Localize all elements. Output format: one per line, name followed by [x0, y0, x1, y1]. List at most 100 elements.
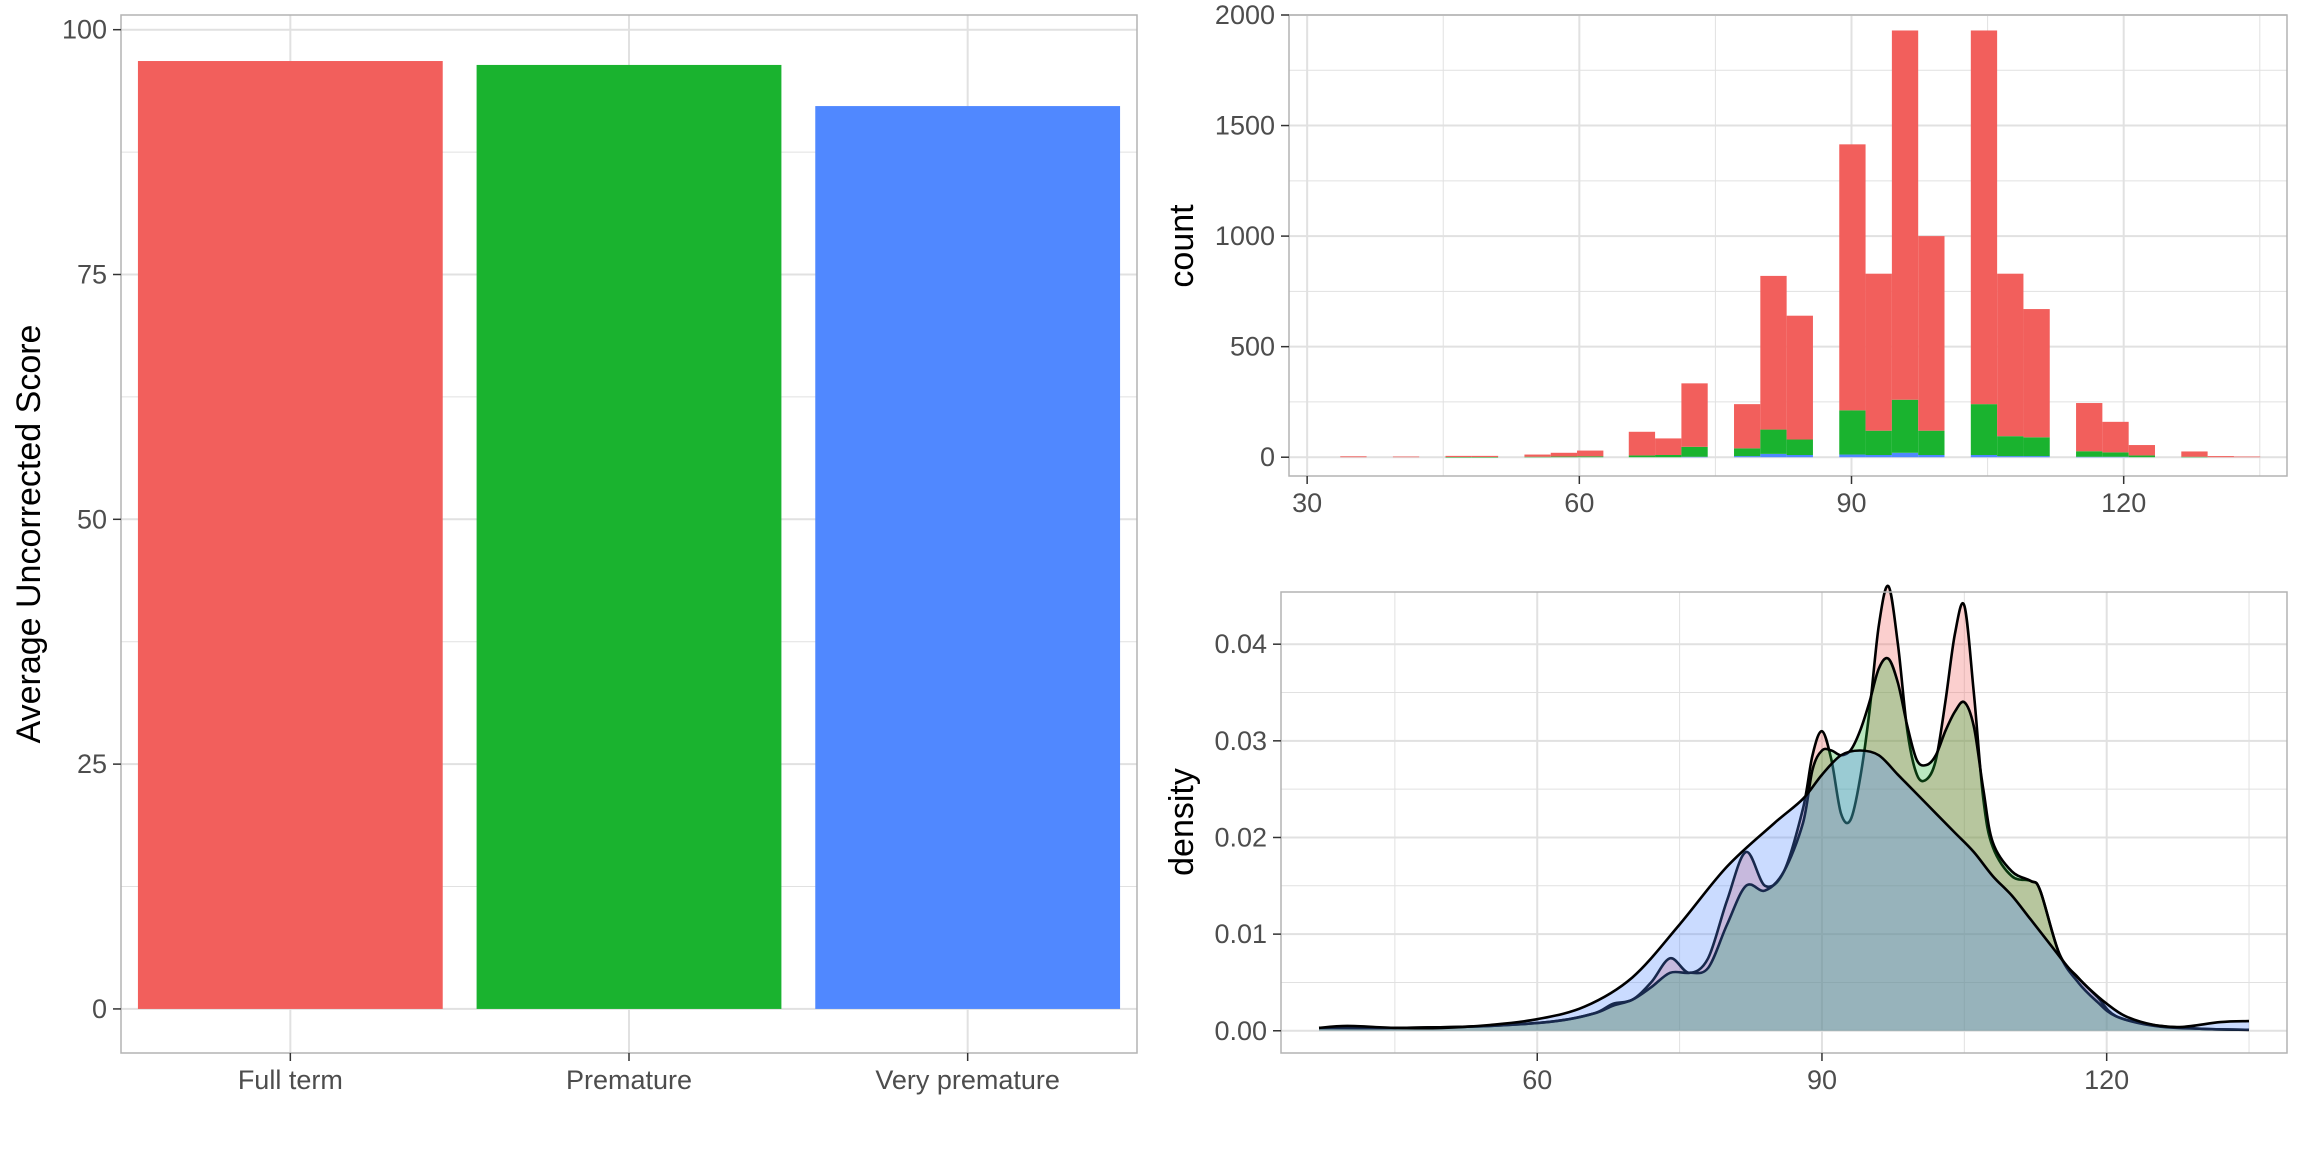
- histogram-bar-premature: [2181, 456, 2208, 458]
- density-area-full-term: [1319, 585, 2249, 1031]
- histogram-bar-premature: [1471, 456, 1499, 458]
- histogram-bar-premature: [1655, 454, 1682, 458]
- histogram-bar-full-term: [1445, 455, 1472, 457]
- histogram-bar-full-term: [1577, 450, 1604, 457]
- histogram-panel-border: [1288, 14, 2288, 477]
- histogram-bar-full-term: [2128, 445, 2155, 456]
- histogram-bar-full-term: [1891, 30, 1919, 400]
- histogram-bar-full-term: [1524, 454, 1551, 457]
- histogram-tick-labels: 30 60 90 120 0 500 1000 1500 2000: [1215, 0, 2146, 518]
- histogram-bars: [1340, 30, 2261, 458]
- histogram-y-axis-title: count: [1163, 204, 1201, 288]
- histogram-bar-full-term: [1970, 30, 1998, 405]
- histogram-bar-full-term: [1760, 275, 1787, 430]
- histogram-bar-very-premature: [1918, 454, 1945, 458]
- histogram-bar-very-premature: [1681, 456, 1708, 458]
- histogram-bar-full-term: [1681, 383, 1708, 447]
- bar-very-premature: [815, 106, 1121, 1009]
- density-panel-border: [1280, 591, 2288, 1054]
- histogram-bar-premature: [1839, 410, 1866, 455]
- histogram-bar-full-term: [1786, 315, 1813, 440]
- histogram-bar-premature: [1681, 446, 1708, 457]
- histogram-bar-full-term: [1471, 455, 1499, 457]
- histogram-bar-premature: [1918, 430, 1945, 455]
- histogram-bar-very-premature: [1786, 454, 1813, 458]
- histogram-x-tick-label: 60: [1564, 488, 1594, 518]
- histogram-bar-very-premature: [2023, 456, 2050, 458]
- bar-panel-y-tick-label: 0: [92, 994, 107, 1024]
- histogram-bar-full-term: [1628, 431, 1656, 456]
- histogram-bar-very-premature: [1865, 454, 1892, 458]
- bar-panel-y-tick-label: 25: [77, 749, 107, 779]
- histogram-x-tick-label: 120: [2101, 488, 2146, 518]
- histogram-bar-premature: [1891, 399, 1919, 453]
- histogram-bar-premature: [1734, 448, 1761, 457]
- bar-full-term: [137, 61, 443, 1009]
- density-y-tick-label: 0.02: [1214, 822, 1267, 852]
- density-curves: [1318, 584, 2250, 1032]
- bar-panel-y-tick-label: 50: [77, 504, 107, 534]
- density-line-premature: [1318, 656, 2250, 1032]
- bar-panel-x-tick-label: Premature: [566, 1065, 692, 1095]
- histogram-y-tick-label: 1000: [1215, 221, 1275, 251]
- bar-panel-tick-labels: 0 25 50 75 100 Full term Premature Very prematu…: [62, 15, 1060, 1095]
- histogram-bar-full-term: [2181, 451, 2208, 457]
- histogram-bar-premature: [2076, 451, 2103, 457]
- histogram-bar-very-premature: [1734, 456, 1761, 458]
- histogram-bar-full-term: [1839, 144, 1866, 411]
- histogram-bar-full-term: [1734, 404, 1761, 449]
- histogram-bar-premature: [2102, 452, 2129, 457]
- histogram-bar-premature: [1524, 456, 1551, 458]
- histogram-bar-full-term: [1997, 273, 2024, 437]
- density-y-tick-label: 0.04: [1214, 629, 1267, 659]
- histogram-bar-premature: [1865, 430, 1892, 455]
- histogram-bar-premature: [1628, 455, 1656, 458]
- histogram-x-tick-label: 90: [1836, 488, 1866, 518]
- histogram-bar-full-term: [1865, 273, 1892, 431]
- histogram-bar-premature: [2023, 437, 2050, 457]
- density-grid: [1281, 592, 2287, 1053]
- bar-panel-y-tick-label: 75: [77, 260, 107, 290]
- bar-premature: [476, 64, 782, 1009]
- histogram-bar-very-premature: [2102, 456, 2129, 458]
- histogram-bar-premature: [1970, 404, 1998, 455]
- histogram-bar-full-term: [1392, 456, 1420, 458]
- density-tick-labels: 60 90 120 0.00 0.01 0.02 0.03 0.04: [1214, 629, 2129, 1095]
- histogram-bar-full-term: [1918, 236, 1945, 431]
- histogram-bar-premature: [2128, 455, 2155, 458]
- histogram-y-tick-label: 1500: [1215, 111, 1275, 141]
- bar-panel-x-tick-label: Full term: [238, 1065, 343, 1095]
- density-area-very-premature: [1319, 750, 2249, 1031]
- bar-panel-y-axis-title: Average Uncorrected Score: [10, 325, 48, 744]
- bar-panel-x-tick-label: Very premature: [875, 1065, 1060, 1095]
- histogram-bar-full-term: [1340, 456, 1367, 458]
- histogram-bar-premature: [1445, 456, 1472, 458]
- histogram-bar-very-premature: [1997, 456, 2024, 458]
- histogram-bar-very-premature: [1839, 454, 1866, 458]
- count-histogram-panel: 30 60 90 120 0 500 1000 1500 2000 count: [1163, 0, 2288, 518]
- bar-panel-y-tick-label: 100: [62, 15, 107, 45]
- histogram-y-tick-label: 500: [1230, 332, 1275, 362]
- histogram-bar-full-term: [2233, 456, 2261, 458]
- histogram-bar-very-premature: [1760, 453, 1787, 458]
- density-y-tick-label: 0.00: [1214, 1016, 1267, 1046]
- histogram-bar-full-term: [2076, 403, 2103, 452]
- histogram-bar-very-premature: [2076, 456, 2103, 458]
- histogram-bar-full-term: [1655, 438, 1682, 455]
- density-y-tick-label: 0.01: [1214, 919, 1267, 949]
- density-plot-panel: 60 90 120 0.00 0.01 0.02 0.03 0.04 density: [1163, 584, 2288, 1095]
- histogram-bar-full-term: [2207, 456, 2234, 458]
- histogram-bar-very-premature: [1891, 452, 1919, 458]
- histogram-bar-very-premature: [1970, 454, 1998, 458]
- histogram-bar-premature: [1786, 439, 1813, 455]
- bar-panel-bars: [137, 61, 1121, 1009]
- density-y-tick-label: 0.03: [1214, 726, 1267, 756]
- histogram-bar-premature: [1997, 436, 2024, 457]
- histogram-bar-full-term: [1550, 452, 1578, 457]
- histogram-y-tick-label: 2000: [1215, 0, 1275, 30]
- density-y-axis-title: density: [1163, 768, 1201, 876]
- histogram-bar-premature: [1760, 429, 1787, 454]
- average-score-bar-panel: 0 25 50 75 100 Full term Premature Very prematu…: [10, 14, 1138, 1095]
- density-area-premature: [1319, 658, 2249, 1031]
